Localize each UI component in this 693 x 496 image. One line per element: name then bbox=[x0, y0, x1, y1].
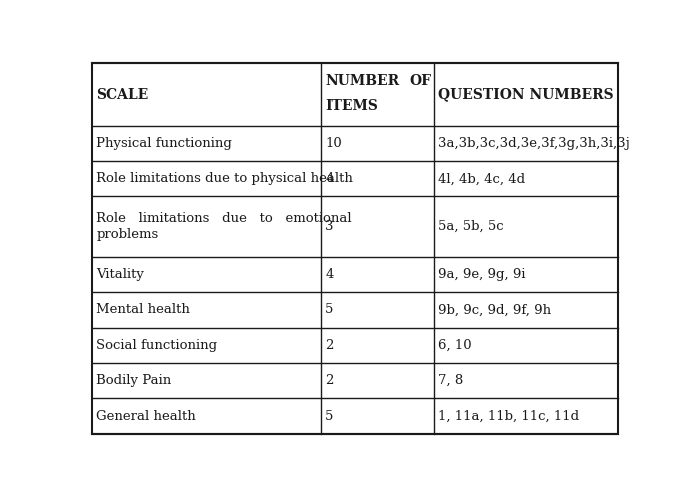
Text: OF: OF bbox=[410, 74, 432, 88]
Text: Physical functioning: Physical functioning bbox=[96, 137, 232, 150]
Text: 3: 3 bbox=[325, 220, 334, 233]
Text: 4: 4 bbox=[325, 172, 333, 186]
Text: 1, 11a, 11b, 11c, 11d: 1, 11a, 11b, 11c, 11d bbox=[439, 410, 579, 423]
Text: 9a, 9e, 9g, 9i: 9a, 9e, 9g, 9i bbox=[439, 268, 526, 281]
Text: 2: 2 bbox=[325, 374, 333, 387]
Text: 6, 10: 6, 10 bbox=[439, 339, 472, 352]
Text: 5a, 5b, 5c: 5a, 5b, 5c bbox=[439, 220, 504, 233]
Text: Bodily Pain: Bodily Pain bbox=[96, 374, 172, 387]
Text: Role   limitations   due   to   emotional
problems: Role limitations due to emotional proble… bbox=[96, 212, 352, 242]
Text: 5: 5 bbox=[325, 410, 333, 423]
Text: SCALE: SCALE bbox=[96, 87, 148, 102]
Text: Role limitations due to physical health: Role limitations due to physical health bbox=[96, 172, 353, 186]
Text: 4l, 4b, 4c, 4d: 4l, 4b, 4c, 4d bbox=[439, 172, 525, 186]
Text: General health: General health bbox=[96, 410, 196, 423]
Text: QUESTION NUMBERS: QUESTION NUMBERS bbox=[439, 87, 614, 102]
Text: 10: 10 bbox=[325, 137, 342, 150]
Text: NUMBER: NUMBER bbox=[325, 74, 399, 88]
Text: 4: 4 bbox=[325, 268, 333, 281]
Text: Mental health: Mental health bbox=[96, 304, 190, 316]
Text: Vitality: Vitality bbox=[96, 268, 144, 281]
Text: 7, 8: 7, 8 bbox=[439, 374, 464, 387]
Text: ITEMS: ITEMS bbox=[325, 99, 378, 113]
Text: 3a,3b,3c,3d,3e,3f,3g,3h,3i,3j: 3a,3b,3c,3d,3e,3f,3g,3h,3i,3j bbox=[439, 137, 631, 150]
Text: 9b, 9c, 9d, 9f, 9h: 9b, 9c, 9d, 9f, 9h bbox=[439, 304, 552, 316]
Text: Social functioning: Social functioning bbox=[96, 339, 218, 352]
Text: 5: 5 bbox=[325, 304, 333, 316]
Text: 2: 2 bbox=[325, 339, 333, 352]
